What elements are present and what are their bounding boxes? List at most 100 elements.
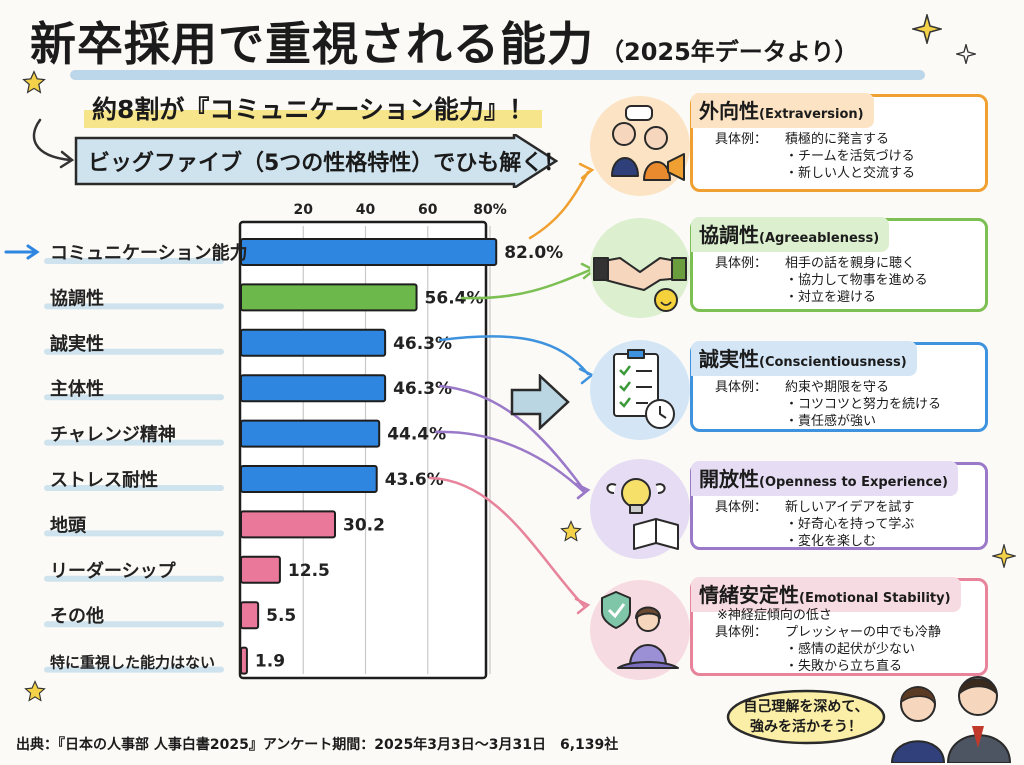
trait-example: 新しいアイデアを試す <box>785 500 915 515</box>
examples-label: 具体例： <box>715 256 768 271</box>
trait-name: 外向性 <box>699 99 759 123</box>
connector-arrow <box>438 384 586 492</box>
curved-arrow-icon <box>32 118 75 169</box>
star-icon <box>912 14 942 44</box>
bar-value-label: 46.3% <box>393 379 452 399</box>
bubble-line-1: 自己理解を深めて、 <box>743 699 869 715</box>
trait-name: 誠実性 <box>699 347 759 371</box>
speech-bubble: 自己理解を深めて、 強みを活かそう！ <box>726 689 886 745</box>
category-highlight <box>44 394 224 401</box>
arrowhead-icon <box>578 162 595 180</box>
right-arrow-icon <box>510 374 570 430</box>
headline: 約8割が『コミュニケーション能力』！ <box>84 88 542 128</box>
trait-example: ・責任感が強い <box>785 414 877 429</box>
bar-value-label: 30.2 <box>343 515 385 535</box>
lightbulb-book-icon <box>590 459 690 559</box>
bar <box>240 419 381 448</box>
trait-card: 開放性(Openness to Experience) 具体例： 新しいアイデアを試… <box>590 458 990 559</box>
trait-heading: 情緒安定性(Emotional Stability) <box>691 577 961 612</box>
trait-example: ・感情の起伏が少ない <box>785 642 916 657</box>
meditation-shield-icon <box>590 580 690 680</box>
page-title: 新卒採用で重視される能力 （2025年データより） <box>30 8 930 80</box>
category-highlight <box>44 666 224 673</box>
x-tick-label: 60 <box>418 202 438 218</box>
bar-value-label: 12.5 <box>288 561 330 581</box>
arrowhead-icon <box>574 482 591 500</box>
trait-example: プレッシャーの中でも冷静 <box>785 625 942 640</box>
trait-example: ・協力して物事を進める <box>785 273 928 288</box>
trait-box: 開放性(Openness to Experience) 具体例： 新しいアイデアを試… <box>690 461 988 550</box>
bar-value-label: 46.3% <box>393 334 452 354</box>
people-illustration <box>890 676 1012 763</box>
bar <box>240 465 378 493</box>
category-label: リーダーシップ <box>50 560 177 582</box>
bar <box>240 555 281 584</box>
connector-arrow <box>528 170 590 240</box>
bar <box>240 646 248 675</box>
banner-text: ビッグファイブ（5つの性格特性）でひも解く！ <box>88 151 566 176</box>
trait-box: 外向性(Extraversion) 具体例： 積極的に発言する・チームを活気づける・… <box>690 93 988 192</box>
trait-example: 相手の話を親身に聴く <box>785 256 916 271</box>
trait-heading: 開放性(Openness to Experience) <box>691 461 958 496</box>
bar <box>240 328 387 357</box>
source-note: 出典：『日本の人事部 人事白書2025』アンケート期間：2025年3月3日〜3月… <box>16 737 619 753</box>
trait-name: 開放性 <box>699 467 759 491</box>
bar-value-label: 44.4% <box>387 425 446 445</box>
bubble-line-2: 強みを活かそう！ <box>750 719 862 735</box>
category-highlight <box>44 439 224 446</box>
star-icon <box>22 70 46 94</box>
trait-example: ・新しい人と交流する <box>785 166 916 181</box>
star-icon <box>24 680 46 702</box>
woman-icon <box>890 686 946 763</box>
category-highlight <box>44 575 224 582</box>
bar <box>240 510 336 539</box>
title-sub: （2025年データより） <box>600 38 859 66</box>
trait-heading: 外向性(Extraversion) <box>691 93 874 128</box>
connector-arrow <box>434 430 586 494</box>
trait-english-name: (Conscientiousness) <box>759 355 907 370</box>
trait-english-name: (Emotional Stability) <box>799 591 951 606</box>
examples-label: 具体例： <box>715 625 768 640</box>
bar-value-label: 1.9 <box>255 652 285 672</box>
bar <box>240 238 498 266</box>
examples-label: 具体例： <box>715 500 768 515</box>
trait-english-name: (Openness to Experience) <box>759 475 948 490</box>
people-talking-icon <box>590 96 690 196</box>
speech-bubble-shape <box>726 689 886 745</box>
trait-card: 協調性(Agreeableness) 具体例： 相手の話を親身に聴く ・協力して物事を… <box>590 214 990 318</box>
trait-example: ・コツコツと努力を続ける <box>785 397 942 412</box>
trait-note: ※神経症傾向の低さ <box>717 608 832 623</box>
trait-english-name: (Extraversion) <box>759 107 864 122</box>
x-tick-label: 80% <box>473 202 507 218</box>
category-highlight <box>44 621 224 628</box>
bar <box>240 374 387 403</box>
bar-value-label: 5.5 <box>266 606 296 626</box>
pointer-arrow-icon <box>4 244 40 260</box>
connector-arrow <box>438 335 590 376</box>
x-tick-label: 40 <box>356 202 376 218</box>
bar <box>240 283 418 312</box>
trait-example: ・チームを活気づける <box>785 149 915 164</box>
trait-card: 外向性(Extraversion) 具体例： 積極的に発言する・チームを活気づける・… <box>590 90 990 196</box>
sparkle-icon <box>956 44 976 64</box>
category-label: チャレンジ精神 <box>50 424 176 446</box>
trait-name: 協調性 <box>699 223 759 247</box>
examples-label: 具体例： <box>715 132 768 147</box>
connector-arrow <box>460 268 592 300</box>
category-highlight <box>44 348 224 355</box>
trait-box: 協調性(Agreeableness) 具体例： 相手の話を親身に聴く ・協力して物事を… <box>690 217 988 312</box>
trait-example: ・失敗から立ち直る <box>785 659 903 674</box>
connector-arrow <box>428 476 586 608</box>
trait-card: 誠実性(Conscientiousness) 具体例： 約束や期限を守る ・コツコツと… <box>590 338 990 440</box>
man-icon <box>946 676 1012 763</box>
trait-heading: 誠実性(Conscientiousness) <box>691 341 917 376</box>
handshake-icon <box>590 218 690 318</box>
category-label: 特に重視した能力はない <box>50 654 215 672</box>
sparkle-icon <box>992 544 1016 568</box>
star-icon <box>560 520 582 542</box>
trait-example: ・変化を楽しむ <box>785 534 877 549</box>
category-highlight <box>44 530 224 537</box>
category-highlight <box>44 258 224 264</box>
trait-example: 積極的に発言する <box>785 132 890 147</box>
